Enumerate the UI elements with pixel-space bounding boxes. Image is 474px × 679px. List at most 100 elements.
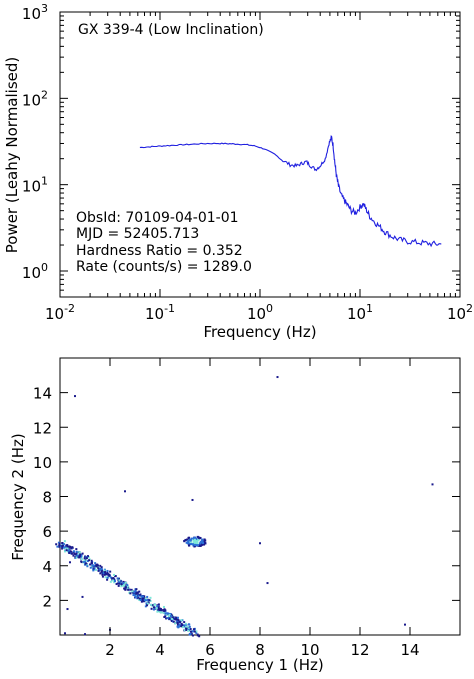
heatmap-point (152, 608, 155, 611)
heatmap-point (117, 581, 120, 584)
heatmap-point (112, 578, 115, 581)
heatmap-point (157, 605, 160, 608)
heatmap-point (144, 605, 147, 608)
heatmap-point (126, 584, 129, 587)
heatmap-point (159, 611, 162, 614)
heatmap-point (193, 630, 196, 633)
isolated-point (64, 632, 66, 635)
heatmap-point (134, 596, 137, 599)
hotspot-point (192, 538, 195, 542)
heatmap-point (118, 582, 121, 585)
heatmap-point (69, 545, 72, 548)
heatmap-point (97, 569, 100, 572)
heatmap-point (185, 628, 188, 631)
heatmap-point (182, 626, 185, 629)
heatmap-point (70, 550, 73, 553)
top-plot-frame (59, 11, 461, 298)
heatmap-point (143, 600, 146, 603)
isolated-point (84, 633, 86, 636)
heatmap-point (75, 548, 78, 551)
hotspot-point (204, 539, 207, 542)
heatmap-point (124, 586, 127, 589)
heatmap-point (157, 610, 160, 613)
heatmap-point (128, 591, 131, 594)
heatmap-point (94, 562, 97, 565)
heatmap-point (65, 544, 68, 547)
heatmap-point (134, 589, 137, 592)
heatmap-point (134, 591, 137, 594)
heatmap-point (68, 549, 71, 552)
heatmap-point (102, 572, 105, 575)
heatmap-point (104, 572, 107, 575)
bottom-y-tick-label: 12 (33, 419, 52, 437)
heatmap-point (138, 598, 141, 601)
hotspot-point (193, 540, 196, 543)
heatmap-point (100, 568, 103, 571)
heatmap-point (74, 555, 77, 558)
hotspot-point (188, 544, 191, 547)
bottom-axis-ticks (60, 358, 460, 635)
heatmap-point (63, 550, 66, 553)
bottom-y-tick-label: 6 (42, 523, 52, 541)
heatmap-point (72, 554, 75, 557)
heatmap-point (146, 604, 149, 607)
heatmap-point (119, 579, 122, 582)
heatmap-point (184, 624, 187, 627)
top-x-tick-label: 100 (247, 302, 273, 323)
heatmap-point (158, 607, 161, 610)
hotspot-point (199, 544, 202, 547)
heatmap-point (156, 610, 159, 613)
hotspot-point (200, 543, 204, 546)
heatmap-point (188, 625, 191, 628)
heatmap-point (147, 601, 150, 604)
heatmap-point (154, 603, 157, 606)
heatmap-point (114, 575, 117, 578)
hotspot-point (193, 538, 196, 542)
heatmap-point (175, 618, 178, 621)
top-y-tick-label: 101 (22, 175, 48, 196)
heatmap-point (79, 553, 82, 556)
isolated-point (404, 623, 406, 626)
heatmap-point (83, 559, 86, 562)
bottom-x-tick-label: 14 (400, 641, 419, 659)
heatmap-point (95, 565, 98, 568)
heatmap-point (104, 576, 107, 579)
heatmap-point (85, 557, 88, 560)
heatmap-point (135, 588, 138, 591)
isolated-point (191, 498, 194, 501)
heatmap-point (92, 569, 95, 572)
heatmap-point (179, 621, 182, 624)
heatmap-point (100, 570, 103, 573)
heatmap-point (131, 590, 134, 593)
hotspot-point (185, 541, 188, 544)
heatmap-point (89, 563, 92, 566)
isolated-point (266, 582, 269, 585)
heatmap-point (115, 583, 118, 586)
heatmap-point (93, 565, 96, 568)
hotspot-point (199, 536, 202, 540)
top-y-tick-label: 103 (22, 2, 48, 23)
heatmap-point (174, 622, 177, 625)
heatmap-point (147, 599, 150, 602)
hotspot-point (189, 542, 192, 545)
heatmap-point (145, 598, 148, 601)
heatmap-point (137, 595, 140, 598)
heatmap-point (58, 544, 61, 547)
heatmap-point (166, 612, 169, 615)
hotspot-point (187, 536, 191, 539)
heatmap-point (186, 626, 189, 629)
heatmap-point (71, 546, 74, 549)
top-x-tick-label: 101 (347, 302, 373, 323)
top-chart-title: GX 339-4 (Low Inclination) (78, 22, 264, 38)
heatmap-point (148, 599, 151, 602)
heatmap-point (135, 592, 138, 595)
hotspot-point (189, 538, 192, 541)
heatmap-point (86, 560, 89, 563)
heatmap-point (157, 603, 160, 606)
heatmap-point (117, 584, 120, 587)
heatmap-point (109, 570, 112, 573)
heatmap-point (72, 550, 75, 553)
hotspot-point (201, 541, 205, 545)
heatmap-point (150, 603, 153, 606)
heatmap-point (101, 573, 104, 576)
